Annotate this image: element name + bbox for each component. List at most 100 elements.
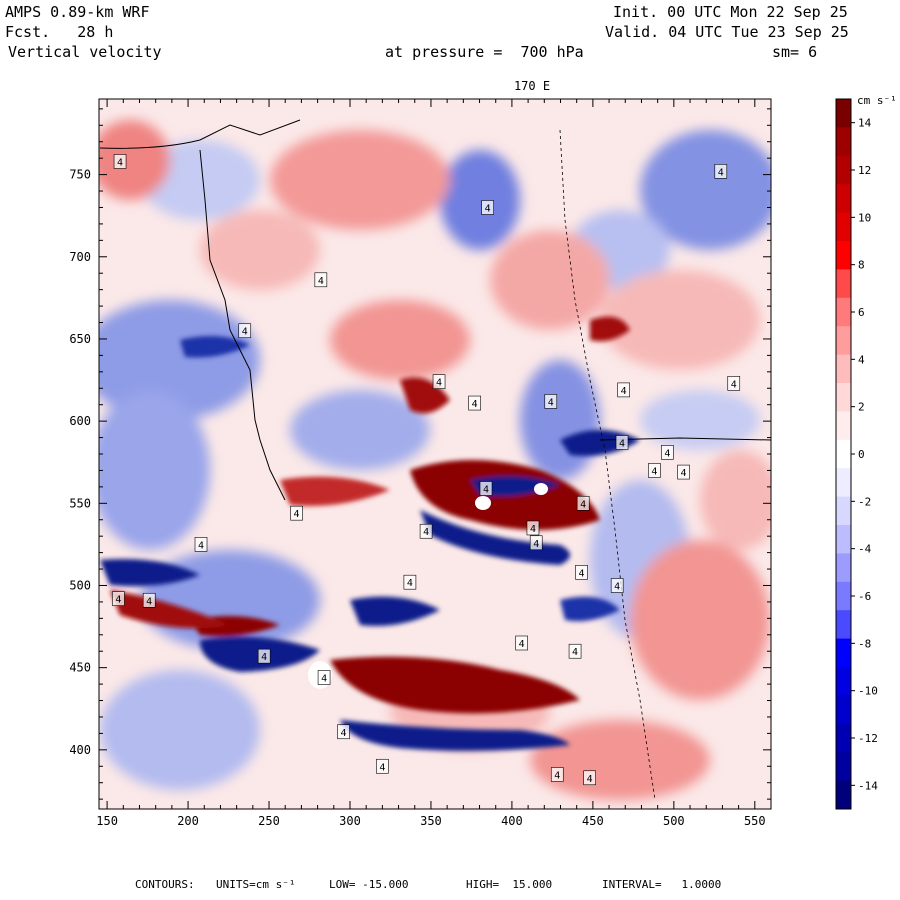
contour-label-box (317, 670, 331, 685)
contour-label-box (526, 520, 540, 536)
colorbar-swatch (836, 411, 851, 441)
contour-label-box (610, 578, 624, 593)
contour-label: 4 (483, 485, 489, 496)
colorbar-swatch (836, 553, 851, 583)
contour-label: 4 (784, 485, 790, 496)
colorbar-swatch (836, 667, 851, 696)
contour-label-box (376, 758, 389, 774)
contour-label-box (529, 535, 543, 551)
contour-label: 4 (436, 378, 442, 389)
model-title: AMPS 0.89-km WRF (5, 3, 150, 21)
y-tick-label: 750 (69, 168, 91, 182)
contour-label-box (568, 643, 582, 659)
contour-label-box (142, 592, 156, 608)
contour-label: 4 (580, 499, 586, 510)
colorbar-swatch (836, 354, 851, 384)
colorbar-label: 12 (858, 164, 871, 177)
colorbar-label: 6 (858, 306, 865, 319)
contour-label: 4 (340, 728, 346, 739)
contour-label: 4 (198, 540, 204, 551)
y-tick-label: 650 (69, 332, 91, 346)
coastline (199, 149, 286, 501)
contour-label-box (403, 574, 417, 590)
contour-label-box (615, 435, 629, 450)
colorbar-labels: 14 12 10 8 6 4 2 0 -2 -4 -6 -8 -10 -12 -14 (851, 117, 878, 792)
contour-label: 4 (731, 379, 737, 390)
contour-label-box (337, 724, 350, 740)
colorbar-label: -10 (858, 685, 878, 698)
contour-label: 4 (294, 509, 300, 520)
contour-label-box (238, 323, 252, 339)
contour-label-box (468, 395, 481, 411)
colorbar-swatch (836, 383, 851, 412)
colorbar-label: 10 (858, 211, 871, 224)
footer-units: UNITS=cm s⁻¹ (216, 878, 296, 891)
contour-label: 4 (554, 770, 560, 781)
colorbar-swatch (836, 297, 851, 327)
contour-label: 4 (533, 539, 539, 550)
colorbar-label: 14 (858, 117, 872, 130)
colorbar-swatch (836, 723, 851, 753)
contour-label-box (314, 272, 328, 288)
colorbar-label: 2 (858, 401, 865, 414)
contour-label-box (194, 537, 208, 552)
contour-label-box (113, 154, 127, 169)
contour-label-box (112, 591, 125, 606)
coastline (99, 119, 301, 149)
contour-label-box (544, 394, 558, 409)
colorbar-label: 0 (858, 448, 865, 461)
contour-labels: 4 4 4 4 4 4 4 4 4 4 4 4 4 4 4 4 4 4 4 4 4 4 4 4 4 4 4 4 4 4 4 4 4 4 4 4 (112, 154, 793, 786)
y-axis: 400 450 500 550 600 650 700 750 (69, 108, 771, 800)
contour-label-box (479, 481, 493, 496)
x-axis: 150 200 250 300 350 400 450 500 550 (96, 99, 772, 828)
footer-interval: INTERVAL= 1.0000 (602, 878, 722, 891)
contour-label: 4 (117, 157, 123, 168)
contour-label: 4 (548, 397, 554, 408)
y-tick-label: 550 (69, 496, 91, 510)
colorbar-swatch (836, 99, 851, 128)
x-tick-label: 250 (258, 814, 280, 828)
contour-label-box (714, 164, 728, 179)
contour-label: 4 (778, 452, 784, 463)
colorbar-swatch (836, 525, 851, 554)
contour-label: 4 (664, 448, 670, 459)
colorbar-swatch (836, 496, 851, 526)
contour-label: 4 (519, 639, 525, 650)
y-tick-label: 450 (69, 661, 91, 675)
contour-label: 4 (485, 203, 491, 214)
colorbar-label: 4 (858, 353, 865, 366)
contour-label-box (419, 523, 433, 539)
contour-label: 4 (587, 774, 593, 785)
pressure-level: at pressure = 700 hPa (385, 43, 584, 61)
colorbar-swatch (836, 780, 851, 810)
smoothing-value: sm= 6 (772, 43, 818, 61)
contour-label: 4 (146, 596, 152, 607)
contour-label-box (290, 505, 303, 521)
broad-field-patches (99, 120, 771, 800)
colorbar-label: -6 (858, 590, 871, 603)
contour-label: 4 (407, 578, 413, 589)
contour-label: 4 (318, 276, 324, 287)
contour-label-box (727, 376, 741, 391)
y-tick-label: 700 (69, 250, 91, 264)
colorbar-label: -12 (858, 732, 878, 745)
colorbar-swatch (836, 326, 851, 356)
colorbar-label: -8 (858, 637, 871, 650)
x-tick-label: 300 (339, 814, 361, 828)
contour-label-box (257, 648, 271, 664)
contour-label: 4 (115, 595, 121, 606)
x-tick-label: 550 (744, 814, 766, 828)
contour-label: 4 (472, 399, 478, 410)
x-tick-label: 150 (96, 814, 118, 828)
x-tick-label: 500 (663, 814, 685, 828)
contour-label: 4 (261, 652, 267, 663)
y-tick-label: 600 (69, 414, 91, 428)
colorbar-swatch (836, 752, 851, 782)
footer-contours: CONTOURS: (135, 878, 195, 891)
forecast-hour: Fcst. 28 h (5, 23, 114, 41)
field-name: Vertical velocity (8, 43, 162, 61)
contour-label: 4 (572, 647, 578, 658)
contour-label-box (781, 482, 793, 496)
contour-label: 4 (614, 581, 620, 592)
colorbar-swatch (836, 581, 851, 611)
